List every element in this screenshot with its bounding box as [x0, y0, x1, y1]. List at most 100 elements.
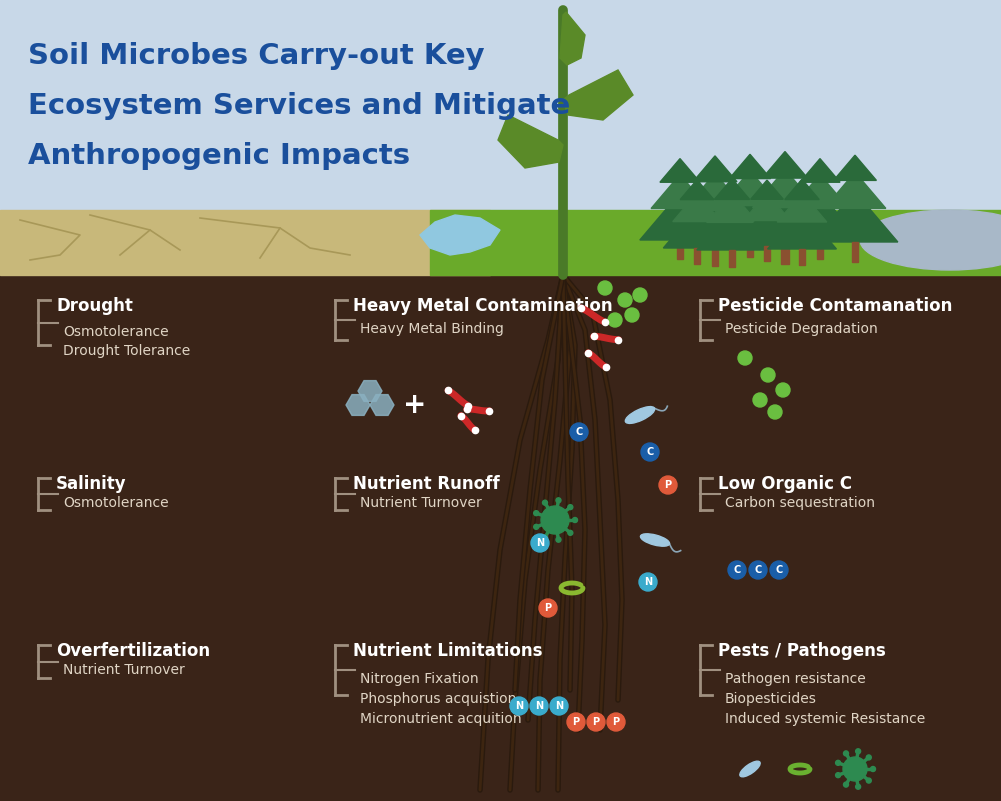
- Polygon shape: [664, 208, 731, 248]
- Text: P: P: [665, 480, 672, 490]
- Polygon shape: [777, 193, 827, 222]
- Polygon shape: [651, 175, 709, 208]
- Bar: [730, 250, 735, 267]
- Bar: [817, 240, 823, 259]
- Text: N: N: [644, 577, 652, 587]
- Circle shape: [768, 405, 782, 419]
- Ellipse shape: [626, 407, 655, 424]
- Circle shape: [567, 713, 585, 731]
- Bar: [0, 275, 1001, 801]
- Bar: [712, 245, 719, 266]
- Polygon shape: [744, 193, 791, 220]
- Circle shape: [836, 760, 841, 765]
- Circle shape: [738, 351, 752, 365]
- Polygon shape: [800, 159, 840, 183]
- Circle shape: [543, 535, 548, 540]
- Circle shape: [539, 599, 557, 617]
- Polygon shape: [740, 190, 830, 243]
- Text: Anthropogenic Impacts: Anthropogenic Impacts: [28, 142, 410, 170]
- Bar: [852, 242, 859, 262]
- Text: Nutrient Runoff: Nutrient Runoff: [353, 475, 499, 493]
- Text: C: C: [576, 427, 583, 437]
- Polygon shape: [785, 179, 819, 199]
- Bar: [800, 249, 805, 265]
- Bar: [765, 246, 770, 261]
- Text: Pesticide Contamanation: Pesticide Contamanation: [718, 297, 952, 315]
- Polygon shape: [660, 159, 700, 183]
- Polygon shape: [693, 156, 737, 182]
- Polygon shape: [834, 155, 877, 180]
- Bar: [695, 248, 700, 264]
- Polygon shape: [730, 155, 771, 179]
- Circle shape: [659, 476, 677, 494]
- Polygon shape: [684, 173, 747, 211]
- Circle shape: [534, 511, 539, 516]
- Polygon shape: [358, 380, 382, 401]
- Polygon shape: [560, 12, 585, 65]
- Bar: [430, 210, 1001, 275]
- Circle shape: [844, 782, 849, 787]
- Circle shape: [776, 383, 790, 397]
- Circle shape: [608, 313, 622, 327]
- Text: Nutrient Turnover: Nutrient Turnover: [360, 496, 481, 510]
- Circle shape: [633, 288, 647, 302]
- Circle shape: [534, 525, 539, 529]
- Polygon shape: [671, 193, 759, 245]
- Text: Ecosystem Services and Mitigate: Ecosystem Services and Mitigate: [28, 92, 571, 120]
- Polygon shape: [791, 175, 849, 208]
- Text: Pesticide Degradation: Pesticide Degradation: [725, 322, 878, 336]
- Text: Nutrient Turnover: Nutrient Turnover: [63, 663, 185, 678]
- Text: Osmotolerance: Osmotolerance: [63, 496, 168, 510]
- Text: C: C: [647, 447, 654, 457]
- Text: N: N: [535, 701, 544, 711]
- Polygon shape: [812, 191, 898, 242]
- Circle shape: [598, 281, 612, 295]
- Text: P: P: [573, 717, 580, 727]
- Polygon shape: [563, 70, 633, 120]
- Circle shape: [618, 293, 632, 307]
- Polygon shape: [498, 115, 563, 168]
- Circle shape: [510, 697, 528, 715]
- Polygon shape: [735, 207, 800, 246]
- Text: Pests / Pathogens: Pests / Pathogens: [718, 642, 886, 660]
- Circle shape: [856, 784, 861, 789]
- Circle shape: [866, 755, 871, 760]
- Circle shape: [844, 751, 849, 756]
- Polygon shape: [707, 192, 758, 223]
- Circle shape: [531, 534, 549, 552]
- Text: Micronutrient acquition: Micronutrient acquition: [360, 712, 522, 726]
- Polygon shape: [721, 171, 780, 206]
- Polygon shape: [640, 193, 720, 240]
- Bar: [747, 238, 753, 257]
- Text: +: +: [403, 391, 426, 419]
- Circle shape: [587, 713, 605, 731]
- Polygon shape: [420, 215, 500, 255]
- Circle shape: [530, 697, 548, 715]
- Circle shape: [573, 517, 578, 522]
- Polygon shape: [709, 189, 792, 238]
- Text: N: N: [536, 538, 545, 548]
- Bar: [0, 210, 490, 275]
- Text: P: P: [613, 717, 620, 727]
- Polygon shape: [697, 208, 767, 250]
- Bar: [782, 243, 789, 264]
- Text: Salinity: Salinity: [56, 475, 126, 493]
- Polygon shape: [715, 179, 750, 199]
- Polygon shape: [768, 208, 837, 249]
- Text: Pathogen resistance: Pathogen resistance: [725, 672, 866, 686]
- Text: Soil Microbes Carry-out Key: Soil Microbes Carry-out Key: [28, 42, 484, 70]
- Text: Low Organic C: Low Organic C: [718, 475, 852, 493]
- Circle shape: [866, 778, 871, 783]
- Polygon shape: [753, 169, 818, 207]
- Circle shape: [856, 749, 861, 754]
- Text: Drought: Drought: [56, 297, 133, 315]
- Circle shape: [753, 393, 767, 407]
- Circle shape: [607, 713, 625, 731]
- Text: Carbon sequestration: Carbon sequestration: [725, 496, 875, 510]
- Circle shape: [641, 443, 659, 461]
- Ellipse shape: [740, 761, 760, 777]
- Circle shape: [570, 423, 588, 441]
- Text: N: N: [555, 701, 563, 711]
- Circle shape: [550, 697, 568, 715]
- Text: N: N: [515, 701, 524, 711]
